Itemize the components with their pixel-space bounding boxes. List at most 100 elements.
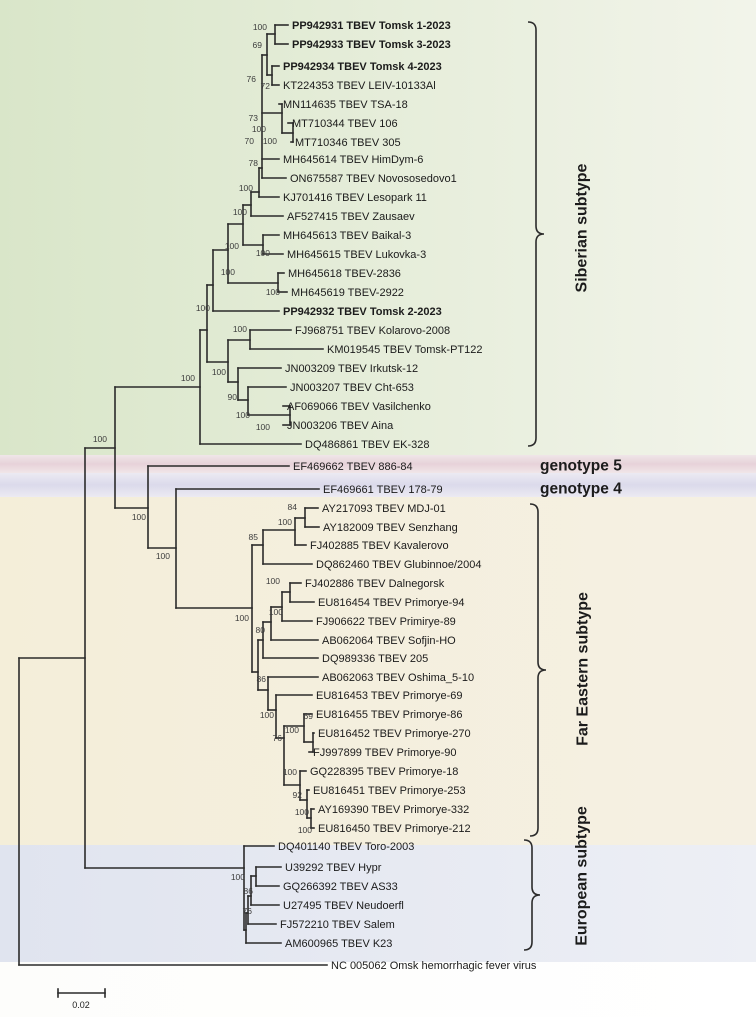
taxon-label: U27495 TBEV Neudoerfl bbox=[283, 900, 404, 912]
genotype5-band bbox=[0, 455, 756, 473]
bootstrap-value: 100 bbox=[278, 517, 292, 527]
bootstrap-value: 100 bbox=[266, 287, 280, 297]
taxon-label: FJ402886 TBEV Dalnegorsk bbox=[305, 578, 445, 590]
bootstrap-value: 100 bbox=[295, 807, 309, 817]
taxon-label: PP942931 TBEV Tomsk 1-2023 bbox=[292, 20, 451, 32]
taxon-label: AY169390 TBEV Primorye-332 bbox=[318, 804, 469, 816]
bootstrap-value: 80 bbox=[256, 625, 266, 635]
taxon-label: PP942932 TBEV Tomsk 2-2023 bbox=[283, 306, 442, 318]
bootstrap-value: 100 bbox=[256, 248, 270, 258]
taxon-label: FJ968751 TBEV Kolarovo-2008 bbox=[295, 325, 450, 337]
genotype-label: genotype 4 bbox=[540, 480, 622, 497]
taxon-label: NC 005062 Omsk hemorrhagic fever virus bbox=[331, 960, 537, 972]
bootstrap-value: 72 bbox=[261, 81, 271, 91]
taxon-label: AF527415 TBEV Zausaev bbox=[287, 211, 415, 223]
taxon-label: JN003209 TBEV Irkutsk-12 bbox=[285, 363, 418, 375]
taxon-label: EF469661 TBEV 178-79 bbox=[323, 484, 443, 496]
taxon-label: JN003207 TBEV Cht-653 bbox=[290, 382, 414, 394]
bootstrap-value: 100 bbox=[212, 367, 226, 377]
taxon-label: EU816455 TBEV Primorye-86 bbox=[316, 709, 463, 721]
bootstrap-value: 100 bbox=[266, 576, 280, 586]
siberian-band bbox=[0, 0, 756, 455]
taxon-label: PP942934 TBEV Tomsk 4-2023 bbox=[283, 61, 442, 73]
bootstrap-value: 76 bbox=[243, 906, 253, 916]
bootstrap-value: 76 bbox=[247, 74, 257, 84]
taxon-label: MN114635 TBEV TSA-18 bbox=[283, 99, 408, 111]
taxon-label: FJ906622 TBEV Primirye-89 bbox=[316, 616, 456, 628]
bootstrap-value: 100 bbox=[239, 183, 253, 193]
taxon-label: AF069066 TBEV Vasilchenko bbox=[287, 401, 431, 413]
bootstrap-value: 86 bbox=[244, 886, 254, 896]
genotype-label: genotype 5 bbox=[540, 457, 622, 474]
taxon-label: AM600965 TBEV K23 bbox=[285, 938, 392, 950]
taxon-label: FJ402885 TBEV Kavalerovo bbox=[310, 540, 449, 552]
bootstrap-value: 100 bbox=[260, 710, 274, 720]
clade-bracket bbox=[529, 503, 547, 837]
taxon-label: MH645619 TBEV-2922 bbox=[291, 287, 404, 299]
taxon-label: KM019545 TBEV Tomsk-PT122 bbox=[327, 344, 483, 356]
clade-bracket bbox=[523, 839, 541, 951]
bootstrap-value: 100 bbox=[235, 613, 249, 623]
bootstrap-value: 100 bbox=[225, 241, 239, 251]
taxon-label: EU816452 TBEV Primorye-270 bbox=[318, 728, 471, 740]
taxon-label: EU816451 TBEV Primorye-253 bbox=[313, 785, 466, 797]
taxon-label: EU816453 TBEV Primorye-69 bbox=[316, 690, 463, 702]
taxon-label: U39292 TBEV Hypr bbox=[285, 862, 382, 874]
bootstrap-value: 76 bbox=[273, 733, 283, 743]
scale-bar-label: 0.02 bbox=[72, 1000, 90, 1010]
bootstrap-value: 69 bbox=[253, 40, 263, 50]
taxon-label: DQ401140 TBEV Toro-2003 bbox=[278, 841, 414, 853]
taxon-label: AY217093 TBEV MDJ-01 bbox=[322, 503, 446, 515]
bootstrap-value: 100 bbox=[256, 422, 270, 432]
clade-label: Siberian subtype bbox=[574, 163, 591, 292]
taxon-label: MH645615 TBEV Lukovka-3 bbox=[287, 249, 426, 261]
taxon-label: AB062063 TBEV Oshima_5-10 bbox=[322, 672, 474, 684]
bootstrap-value: 100 bbox=[93, 434, 107, 444]
clade-label: European subtype bbox=[574, 806, 591, 946]
bootstrap-value: 100 bbox=[269, 607, 283, 617]
taxon-label: MT710344 TBEV 106 bbox=[292, 118, 398, 130]
taxon-label: DQ989336 TBEV 205 bbox=[322, 653, 428, 665]
bootstrap-value: 100 bbox=[253, 22, 267, 32]
taxon-label: AY182009 TBEV Senzhang bbox=[323, 522, 458, 534]
taxon-label: FJ572210 TBEV Salem bbox=[280, 919, 395, 931]
taxon-label: PP942933 TBEV Tomsk 3-2023 bbox=[292, 39, 451, 51]
bootstrap-value: 73 bbox=[249, 113, 259, 123]
taxon-label: EF469662 TBEV 886-84 bbox=[293, 461, 413, 473]
taxon-label: EU816450 TBEV Primorye-212 bbox=[318, 823, 471, 835]
clade-label: Far Eastern subtype bbox=[575, 592, 592, 746]
taxon-label: GQ228395 TBEV Primorye-18 bbox=[310, 766, 458, 778]
taxon-label: MH645613 TBEV Baikal-3 bbox=[283, 230, 411, 242]
bootstrap-value: 85 bbox=[249, 532, 259, 542]
taxon-label: KT224353 TBEV LEIV-10133Al bbox=[283, 80, 436, 92]
bootstrap-value: 100 bbox=[181, 373, 195, 383]
bootstrap-value: 100 bbox=[285, 725, 299, 735]
bootstrap-value: 90 bbox=[228, 392, 238, 402]
bootstrap-value: 69 bbox=[304, 711, 314, 721]
bootstrap-value: 86 bbox=[257, 674, 267, 684]
taxon-label: EU816454 TBEV Primorye-94 bbox=[318, 597, 465, 609]
bootstrap-value: 100 bbox=[233, 324, 247, 334]
bootstrap-value: 100 bbox=[252, 124, 266, 134]
bootstrap-value: 100 bbox=[298, 825, 312, 835]
bootstrap-value: 92 bbox=[293, 790, 303, 800]
bootstrap-value: 70 bbox=[245, 136, 255, 146]
bootstrap-value: 100 bbox=[283, 767, 297, 777]
bootstrap-value: 100 bbox=[132, 512, 146, 522]
taxon-label: JN003206 TBEV Aina bbox=[287, 420, 394, 432]
bootstrap-value: 100 bbox=[233, 207, 247, 217]
bottom-band bbox=[0, 962, 756, 1017]
bootstrap-value: 100 bbox=[196, 303, 210, 313]
taxon-label: MT710346 TBEV 305 bbox=[295, 137, 401, 149]
genotype4-band bbox=[0, 473, 756, 497]
taxon-label: DQ486861 TBEV EK-328 bbox=[305, 439, 430, 451]
bootstrap-value: 100 bbox=[156, 551, 170, 561]
taxon-label: FJ997899 TBEV Primorye-90 bbox=[313, 747, 456, 759]
taxon-label: MH645618 TBEV-2836 bbox=[288, 268, 401, 280]
bootstrap-value: 100 bbox=[231, 872, 245, 882]
bootstrap-value: 78 bbox=[249, 158, 259, 168]
taxon-label: MH645614 TBEV HimDym-6 bbox=[283, 154, 423, 166]
taxon-label: ON675587 TBEV Novososedovo1 bbox=[290, 173, 457, 185]
